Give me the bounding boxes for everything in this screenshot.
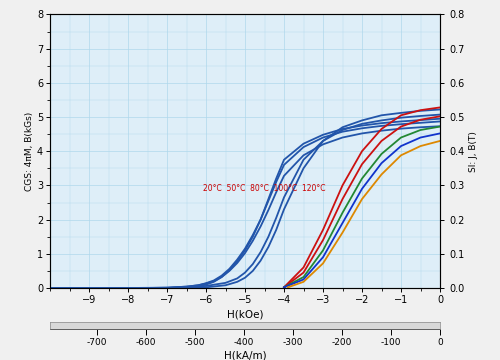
X-axis label: H(kOe): H(kOe) xyxy=(227,309,263,319)
X-axis label: H(kA/m): H(kA/m) xyxy=(224,351,266,360)
Y-axis label: CGS: 4πM, B(kGs): CGS: 4πM, B(kGs) xyxy=(25,112,34,191)
Text: 20°C  50°C  80°C  100°C  120°C: 20°C 50°C 80°C 100°C 120°C xyxy=(203,184,326,193)
Y-axis label: SI: J, B(T): SI: J, B(T) xyxy=(468,131,477,172)
